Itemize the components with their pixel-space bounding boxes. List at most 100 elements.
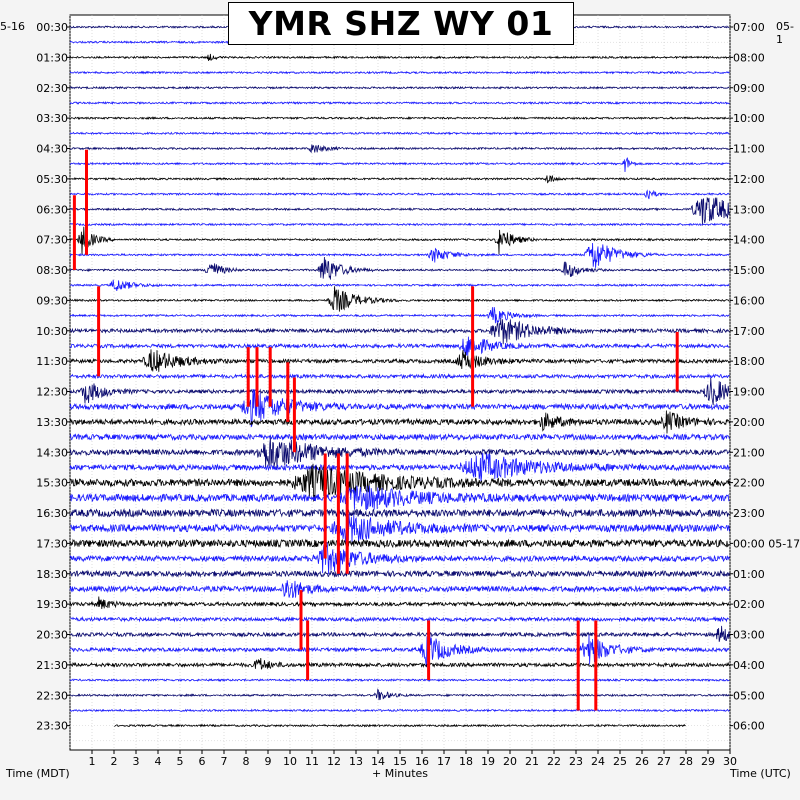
- left-tick-label: 22:30: [36, 689, 68, 702]
- clipped-spike: [97, 286, 101, 377]
- x-tick-label: 28: [679, 755, 693, 768]
- clipped-spike: [675, 331, 679, 392]
- x-tick-label: 12: [327, 755, 341, 768]
- trace-row: [69, 70, 730, 75]
- x-tick-label: 24: [591, 755, 605, 768]
- trace-row: [69, 432, 730, 442]
- trace-row: [69, 85, 730, 90]
- left-tick-label: 05:30: [36, 173, 68, 186]
- trace-row: [69, 175, 730, 184]
- right-tick-label: 03:00: [733, 629, 765, 642]
- trace-row: [69, 116, 730, 121]
- left-tick-label: 11:30: [36, 355, 68, 368]
- trace-row: [69, 485, 730, 511]
- trace-row: [69, 580, 730, 599]
- x-axis-left-label: Time (MDT): [6, 767, 70, 780]
- trace-row: [69, 410, 730, 434]
- x-tick-label: 14: [371, 755, 385, 768]
- trace-row: [69, 688, 730, 701]
- trace-row: [69, 100, 730, 105]
- trace-row: [69, 463, 730, 502]
- left-tick-label: 16:30: [36, 507, 68, 520]
- left-tick-label: 18:30: [36, 568, 68, 581]
- right-tick-label: 15:00: [733, 264, 765, 277]
- x-tick-label: 10: [283, 755, 297, 768]
- trace-row: [69, 388, 730, 428]
- x-tick-label: 2: [111, 755, 118, 768]
- clipped-spike: [576, 620, 580, 711]
- right-tick-label: 11:00: [733, 143, 765, 156]
- x-tick-label: 6: [199, 755, 206, 768]
- trace-row: [69, 256, 730, 280]
- clipped-spike: [471, 286, 475, 407]
- trace-row: [69, 596, 730, 610]
- trace-row: [69, 157, 730, 173]
- left-tick-label: 23:30: [36, 720, 68, 733]
- x-tick-label: 22: [547, 755, 561, 768]
- tick-layer: 1 2 3 4 5 6 7 8 9 10 11 12 13 14 15 16 17 18 19 20 21 22 23 24 2…: [36, 21, 800, 768]
- right-date-label: 05-1: [776, 20, 794, 46]
- right-tick-label: 14:00: [733, 234, 765, 247]
- left-tick-label: 01:30: [36, 51, 68, 64]
- x-tick-label: 3: [133, 755, 140, 768]
- trace-row: [69, 538, 730, 549]
- right-tick-label: 20:00: [733, 416, 765, 429]
- right-tick-label: 12:00: [733, 173, 765, 186]
- clipped-spike: [594, 620, 598, 711]
- clipped-spike: [427, 620, 431, 681]
- trace-row: [69, 678, 730, 683]
- clipped-spike: [255, 347, 259, 407]
- trace-row: [69, 513, 730, 544]
- left-tick-label: 07:30: [36, 234, 68, 247]
- right-tick-label: 21:00: [733, 446, 765, 459]
- right-tick-label: 06:00: [733, 720, 765, 733]
- trace-row: [69, 372, 730, 380]
- clipped-spike: [345, 453, 349, 574]
- clipped-spike: [292, 377, 296, 453]
- x-tick-label: 8: [243, 755, 250, 768]
- trace-row: [69, 615, 730, 623]
- trace-layer: [69, 24, 730, 728]
- right-tick-label: 00:00 05-17: [733, 537, 800, 550]
- left-tick-label: 20:30: [36, 629, 68, 642]
- trace-row: [70, 222, 730, 227]
- x-tick-label: 1: [89, 755, 96, 768]
- trace-row: [69, 144, 730, 154]
- trace-row: [69, 226, 730, 255]
- left-tick-label: 08:30: [36, 264, 68, 277]
- right-tick-label: 22:00: [733, 477, 765, 490]
- trace-row: [69, 131, 730, 136]
- x-tick-label: 4: [155, 755, 162, 768]
- x-tick-label: 20: [503, 755, 517, 768]
- chart-title: YMR SHZ WY 01: [228, 2, 574, 45]
- right-tick-label: 09:00: [733, 82, 765, 95]
- right-tick-label: 10:00: [733, 112, 765, 125]
- x-tick-label: 18: [459, 755, 473, 768]
- trace-row: [69, 634, 730, 668]
- x-tick-label: 21: [525, 755, 539, 768]
- right-tick-label: 13:00: [733, 203, 765, 216]
- right-tick-label: 18:00: [733, 355, 765, 368]
- left-tick-label: 10:30: [36, 325, 68, 338]
- trace-row: [69, 53, 730, 61]
- left-tick-label: 13:30: [36, 416, 68, 429]
- right-tick-label: 07:00: [733, 21, 765, 34]
- left-tick-label: 15:30: [36, 477, 68, 490]
- trace-row: [69, 242, 730, 268]
- clipped-spike: [286, 362, 290, 422]
- trace-row: [69, 286, 730, 312]
- clipped-spike: [299, 590, 303, 650]
- left-tick-label: 04:30: [36, 143, 68, 156]
- trace-row: [69, 541, 730, 575]
- trace-row: [69, 625, 730, 642]
- x-tick-label: 13: [349, 755, 363, 768]
- left-tick-label: 17:30: [36, 537, 68, 550]
- clipped-spike-layer: [72, 149, 679, 711]
- x-tick-label: 26: [635, 755, 649, 768]
- trace-row: [69, 708, 730, 713]
- left-tick-label: 21:30: [36, 659, 68, 672]
- right-tick-label: 19:00: [733, 386, 765, 399]
- clipped-spike: [323, 453, 327, 559]
- left-tick-label: 12:30: [36, 386, 68, 399]
